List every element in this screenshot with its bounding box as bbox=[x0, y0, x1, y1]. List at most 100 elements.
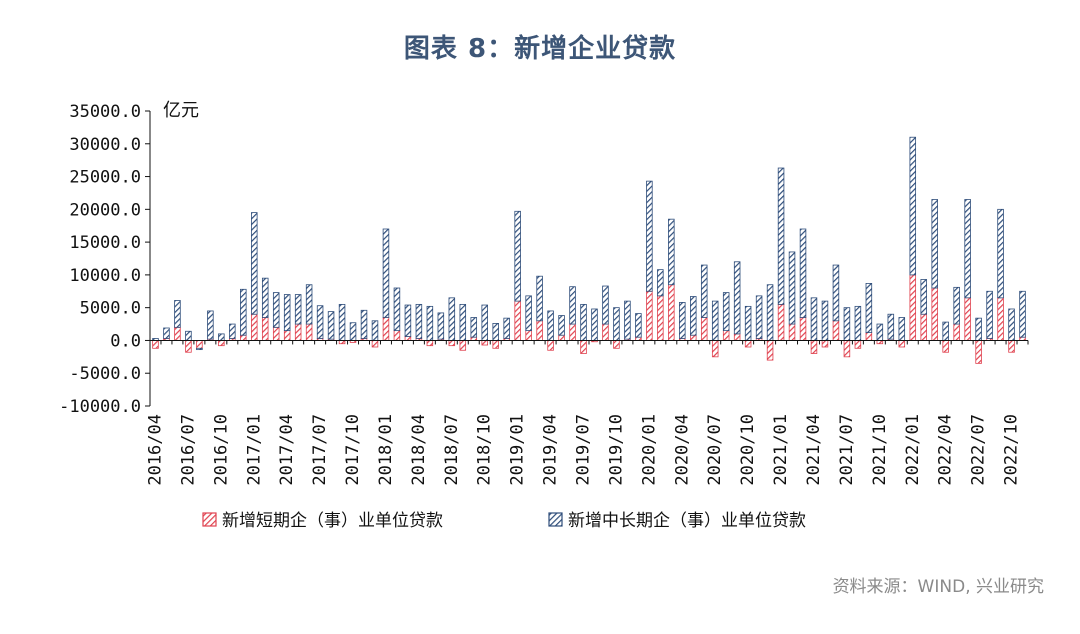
bar-long bbox=[207, 310, 214, 340]
bar-long bbox=[503, 317, 510, 339]
bar-short bbox=[865, 332, 873, 341]
bar-long bbox=[470, 317, 478, 338]
bar-short bbox=[448, 340, 456, 347]
x-tick-label: 2022/07 bbox=[969, 414, 989, 486]
bar-short bbox=[931, 287, 938, 341]
x-tick-label: 2022/04 bbox=[936, 414, 956, 486]
bar-short bbox=[942, 340, 949, 353]
bar-long bbox=[261, 277, 269, 318]
bar-long bbox=[898, 317, 906, 341]
bar-long bbox=[459, 303, 467, 341]
bar-long bbox=[591, 308, 598, 341]
bar-short bbox=[975, 340, 982, 364]
bar-long bbox=[349, 322, 357, 341]
bar-long bbox=[733, 261, 741, 335]
bar-short bbox=[997, 297, 1004, 341]
x-tick-label: 2019/04 bbox=[541, 414, 561, 486]
bar-short bbox=[668, 284, 675, 341]
bar-long bbox=[514, 210, 521, 302]
x-tick-label: 2017/10 bbox=[343, 414, 363, 486]
bar-short bbox=[602, 323, 609, 341]
bar-short bbox=[964, 297, 971, 341]
bar-long bbox=[722, 292, 730, 332]
bar-short bbox=[744, 340, 752, 348]
bar-short bbox=[920, 313, 927, 341]
bar-long bbox=[218, 333, 225, 341]
bar-long bbox=[635, 313, 642, 338]
bar-long bbox=[942, 321, 949, 341]
bar-long bbox=[185, 330, 192, 341]
y-unit-label: 亿元 bbox=[163, 100, 199, 121]
bar-short bbox=[766, 340, 774, 361]
bar-long bbox=[810, 297, 818, 341]
bar-long bbox=[777, 167, 785, 305]
bar-short bbox=[843, 340, 851, 358]
bar-short bbox=[218, 340, 225, 347]
x-tick-label: 2021/07 bbox=[837, 414, 857, 486]
bar-long bbox=[196, 347, 203, 351]
bar-long bbox=[437, 312, 445, 340]
bar-short bbox=[196, 340, 203, 349]
bar-short bbox=[240, 334, 247, 341]
bar-short bbox=[733, 333, 741, 341]
bar-short bbox=[690, 334, 697, 341]
bar-short bbox=[909, 274, 917, 341]
bar-short bbox=[547, 340, 554, 351]
bar-long bbox=[865, 283, 873, 333]
bar-short bbox=[788, 323, 796, 341]
x-tick-label: 2017/01 bbox=[244, 414, 264, 486]
bar-long bbox=[920, 279, 927, 315]
bar-short bbox=[558, 334, 565, 341]
bar-long bbox=[360, 309, 368, 339]
bar-short bbox=[700, 317, 708, 341]
bar-short bbox=[580, 340, 587, 354]
bar-long bbox=[832, 264, 840, 322]
bar-long bbox=[668, 218, 675, 286]
x-tick-label: 2022/01 bbox=[903, 414, 923, 486]
bar-long bbox=[1008, 308, 1015, 341]
x-tick-label: 2020/01 bbox=[639, 414, 659, 486]
bar-long bbox=[690, 296, 697, 336]
bar-long bbox=[415, 303, 423, 339]
bar-short bbox=[810, 340, 818, 354]
legend-swatch-long bbox=[548, 512, 563, 527]
bar-long bbox=[580, 303, 587, 341]
bar-long bbox=[492, 322, 499, 341]
bar-long bbox=[744, 305, 752, 341]
x-tick-label: 2018/07 bbox=[442, 414, 462, 486]
bar-long bbox=[229, 323, 236, 339]
y-tick-label: 10000.0 bbox=[69, 266, 141, 286]
bar-short bbox=[185, 340, 192, 353]
x-tick-label: 2016/04 bbox=[145, 414, 165, 486]
y-tick-label: 15000.0 bbox=[69, 233, 141, 253]
bar-short bbox=[481, 340, 488, 346]
bar-short bbox=[646, 290, 653, 341]
bar-long bbox=[909, 136, 917, 276]
bar-long bbox=[1019, 290, 1026, 338]
bar-short bbox=[305, 323, 313, 341]
bar-long bbox=[371, 320, 379, 341]
bar-long bbox=[711, 300, 719, 341]
bar-short bbox=[294, 323, 302, 341]
y-tick-label: 20000.0 bbox=[69, 200, 141, 220]
bar-short bbox=[854, 340, 862, 349]
bar-long bbox=[613, 307, 620, 341]
bar-short bbox=[569, 323, 576, 341]
x-tick-label: 2022/10 bbox=[1002, 414, 1022, 486]
bar-long bbox=[931, 199, 938, 289]
bar-short bbox=[459, 340, 467, 351]
bar-long bbox=[251, 212, 258, 315]
bar-short bbox=[536, 320, 543, 341]
bar-long bbox=[448, 297, 456, 341]
source-note: 资料来源：WIND, 兴业研究 bbox=[832, 577, 1044, 597]
bar-short bbox=[382, 317, 390, 341]
bar-short bbox=[953, 323, 960, 341]
bar-short bbox=[525, 330, 532, 341]
bar-short bbox=[777, 303, 785, 341]
bar-short bbox=[657, 295, 664, 341]
bar-long bbox=[843, 307, 851, 341]
bar-long bbox=[766, 284, 774, 341]
x-tick-label: 2017/04 bbox=[277, 414, 297, 486]
bar-long bbox=[404, 304, 412, 337]
bar-short bbox=[152, 340, 159, 349]
